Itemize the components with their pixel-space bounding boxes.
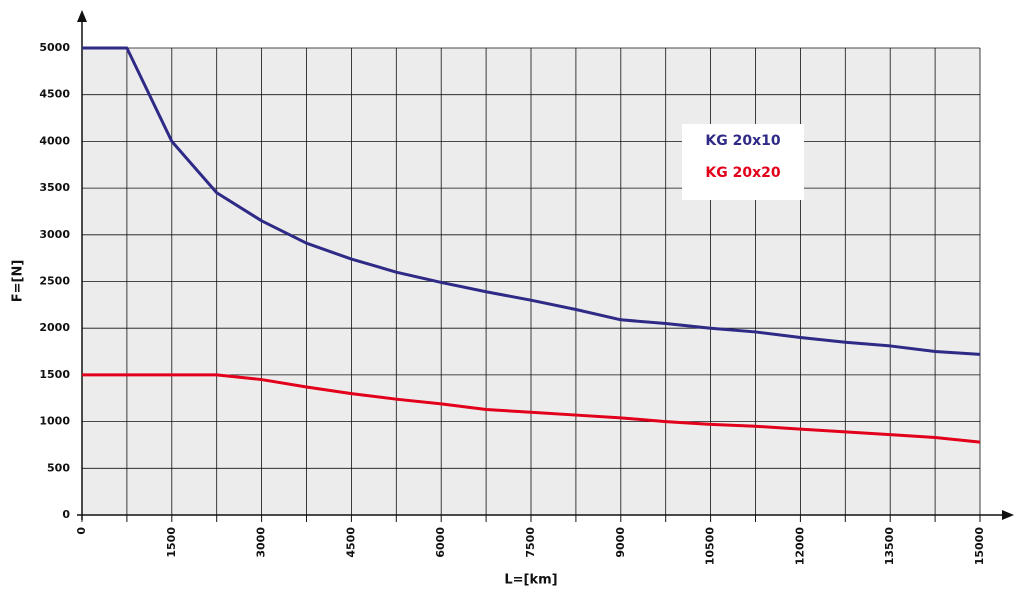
series-line [82,46,981,356]
x-arrow [1002,510,1014,520]
y-tick-label: 4000 [39,134,70,147]
x-tick-label: 1500 [165,527,178,558]
y-tick-label: 0 [62,508,70,521]
legend-box [682,124,804,200]
x-tick-label: 10500 [704,527,717,566]
y-tick-label: 5000 [39,41,70,54]
x-tick-label: 3000 [255,527,268,558]
x-tick-label: 9000 [614,527,627,558]
x-tick-label: 7500 [524,527,537,558]
y-tick-label: 2000 [39,321,70,334]
x-tick-label: 15000 [973,527,986,566]
x-tick-label: 13500 [883,527,896,566]
y-axis-label: F=[N] [11,260,26,303]
y-tick-label: 3500 [39,181,70,194]
y-tick-label: 500 [47,461,70,474]
y-tick-label: 2500 [39,275,70,288]
y-tick-label: 1500 [39,368,70,381]
legend-label: KG 20x10 [705,133,780,149]
x-tick-label: 0 [75,527,88,535]
x-tick-label: 6000 [434,527,447,558]
grid [81,47,981,516]
legend-label: KG 20x20 [705,165,780,181]
series-line [82,373,981,444]
x-axis-label: L=[km] [504,573,557,588]
y-tick-label: 3000 [39,228,70,241]
y-tick-label: 4500 [39,88,70,101]
x-tick-label: 12000 [793,527,806,566]
y-tick-label: 1000 [39,415,70,428]
y-arrow [77,10,87,22]
x-tick-label: 4500 [344,527,357,558]
